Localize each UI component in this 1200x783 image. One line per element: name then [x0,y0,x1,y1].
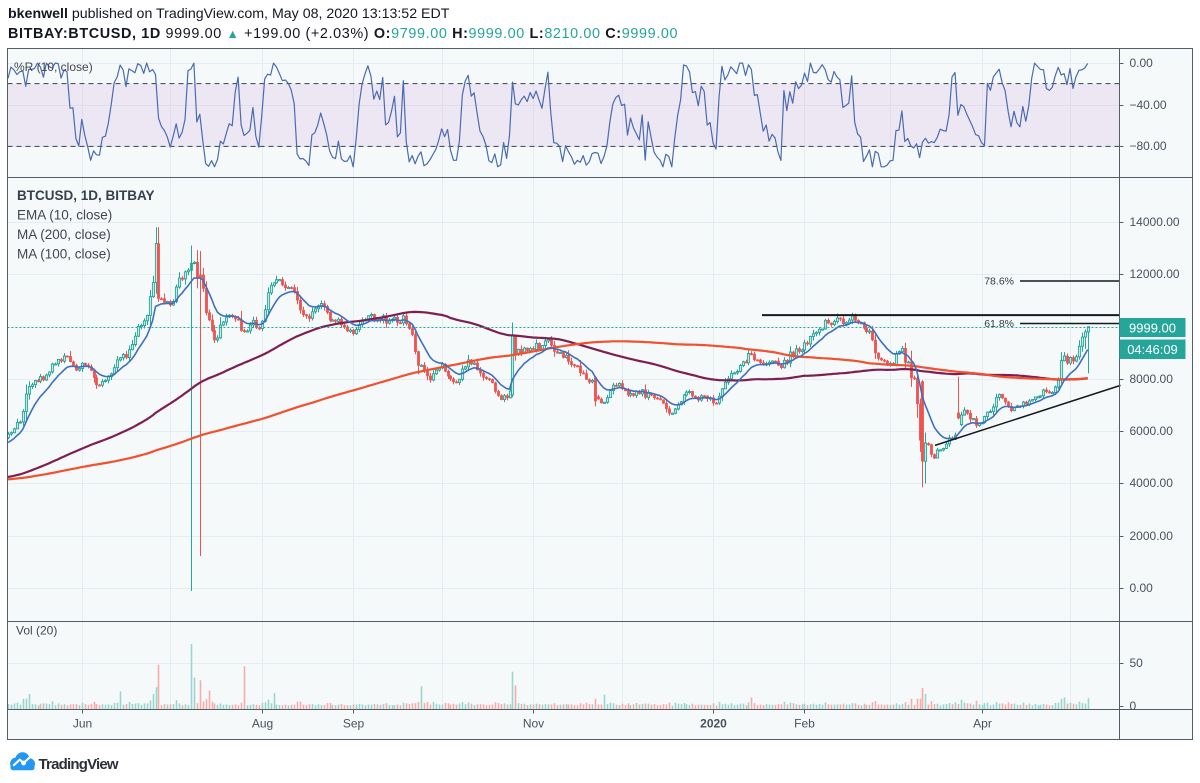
svg-text:2000.00: 2000.00 [1130,529,1174,543]
svg-text:8000.00: 8000.00 [1130,372,1174,386]
svg-text:2020: 2020 [700,717,727,731]
svg-text:%R (10, close): %R (10, close) [14,60,93,74]
svg-text:−80.00: −80.00 [1130,139,1167,153]
svg-text:Nov: Nov [523,717,544,731]
svg-text:Apr: Apr [973,717,992,731]
svg-text:12000.00: 12000.00 [1130,267,1180,281]
svg-text:−40.00: −40.00 [1130,98,1167,112]
svg-text:Vol (20): Vol (20) [16,624,57,638]
svg-text:Feb: Feb [794,717,815,731]
svg-text:4000.00: 4000.00 [1130,476,1174,490]
svg-text:61.8%: 61.8% [984,318,1014,330]
svg-text:TradingView: TradingView [39,756,119,773]
svg-text:0.00: 0.00 [1130,56,1154,70]
svg-text:Sep: Sep [343,717,365,731]
svg-text:14000.00: 14000.00 [1130,215,1180,229]
svg-text:0.00: 0.00 [1130,581,1154,595]
svg-text:BTCUSD, 1D, BITBAY: BTCUSD, 1D, BITBAY [17,188,155,203]
svg-text:Aug: Aug [252,717,273,731]
svg-text:6000.00: 6000.00 [1130,424,1174,438]
svg-text:50: 50 [1130,656,1144,670]
svg-text:Jun: Jun [73,717,92,731]
svg-text:EMA (10, close): EMA (10, close) [17,208,112,223]
svg-text:MA (100, close): MA (100, close) [17,247,111,262]
svg-text:MA (200, close): MA (200, close) [17,227,111,242]
svg-text:9999.00: 9999.00 [1129,321,1176,336]
svg-text:78.6%: 78.6% [984,276,1014,288]
svg-text:04:46:09: 04:46:09 [1127,342,1178,357]
svg-text:0: 0 [1130,699,1137,713]
